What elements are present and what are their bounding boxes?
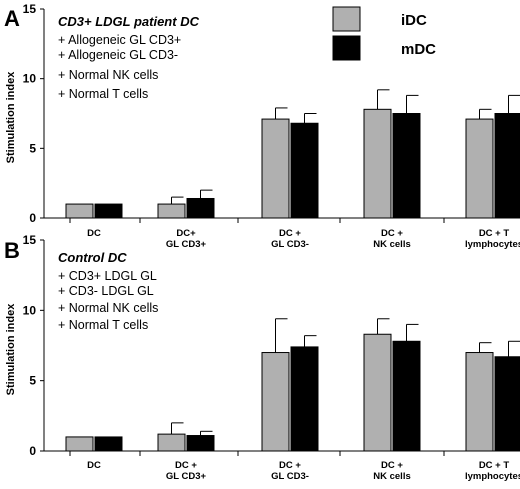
bar-idc	[465, 118, 494, 219]
bar-idc	[363, 108, 392, 219]
category-label: DC +	[381, 228, 403, 239]
category-label: NK cells	[373, 471, 411, 482]
y-tick-label: 5	[29, 374, 36, 388]
bar-idc	[65, 203, 94, 219]
bar-mdc	[94, 436, 123, 452]
category-label: NK cells	[373, 239, 411, 250]
annotation-text: + Normal T cells	[58, 318, 148, 332]
category-label: lymphocytes	[465, 471, 520, 482]
legend-label: iDC	[401, 12, 427, 29]
category-label: DC + T	[479, 228, 510, 239]
bar-mdc	[494, 356, 520, 452]
bar-idc	[465, 352, 494, 452]
y-tick-label: 15	[23, 2, 37, 16]
y-tick-label: 5	[29, 141, 36, 155]
annotation-text: + Allogeneic GL CD3+	[58, 33, 181, 47]
category-label: lymphocytes	[465, 239, 520, 250]
category-label: DC + T	[479, 460, 510, 471]
bar-mdc	[392, 340, 421, 452]
category-label: DC +	[279, 460, 301, 471]
category-label: DC	[87, 460, 101, 471]
panel-title: Control DC	[58, 250, 127, 265]
category-label: GL CD3+	[166, 239, 207, 250]
annotation-text: + Normal NK cells	[58, 301, 158, 315]
bar-idc	[261, 118, 290, 219]
annotation-text: + Normal NK cells	[58, 68, 158, 82]
category-label: DC +	[175, 460, 197, 471]
y-tick-label: 0	[29, 211, 36, 225]
bar-mdc	[494, 113, 520, 219]
panel-title: CD3+ LDGL patient DC	[58, 14, 200, 29]
category-label: DC +	[279, 228, 301, 239]
category-label: DC	[87, 228, 101, 239]
annotation-text: + Normal T cells	[58, 87, 148, 101]
bar-mdc	[186, 435, 215, 452]
category-label: GL CD3+	[166, 471, 207, 482]
annotation-text: + CD3- LDGL GL	[58, 284, 154, 298]
y-axis-label: Stimulation index	[5, 303, 17, 396]
legend-label: mDC	[401, 41, 436, 58]
category-label: GL CD3-	[271, 471, 309, 482]
bar-idc	[261, 352, 290, 452]
y-tick-label: 10	[23, 303, 37, 317]
y-tick-label: 0	[29, 444, 36, 458]
y-axis-label: Stimulation index	[5, 71, 17, 164]
bar-idc	[363, 333, 392, 452]
category-label: DC +	[381, 460, 403, 471]
bar-idc	[157, 433, 186, 452]
bar-mdc	[94, 203, 123, 219]
category-label: DC+	[176, 228, 196, 239]
legend-swatch-idc	[332, 6, 361, 32]
bar-mdc	[392, 113, 421, 219]
bar-mdc	[290, 122, 319, 219]
bar-mdc	[186, 197, 215, 219]
annotation-text: + CD3+ LDGL GL	[58, 269, 157, 283]
y-tick-label: 10	[23, 72, 37, 86]
category-label: GL CD3-	[271, 239, 309, 250]
y-tick-label: 15	[23, 233, 37, 247]
annotation-text: + Allogeneic GL CD3-	[58, 48, 178, 62]
bar-idc	[157, 203, 186, 219]
panel-label: A	[4, 6, 20, 31]
panel-label: B	[4, 238, 20, 263]
bar-idc	[65, 436, 94, 452]
bar-mdc	[290, 346, 319, 452]
legend-swatch-mdc	[332, 35, 361, 61]
